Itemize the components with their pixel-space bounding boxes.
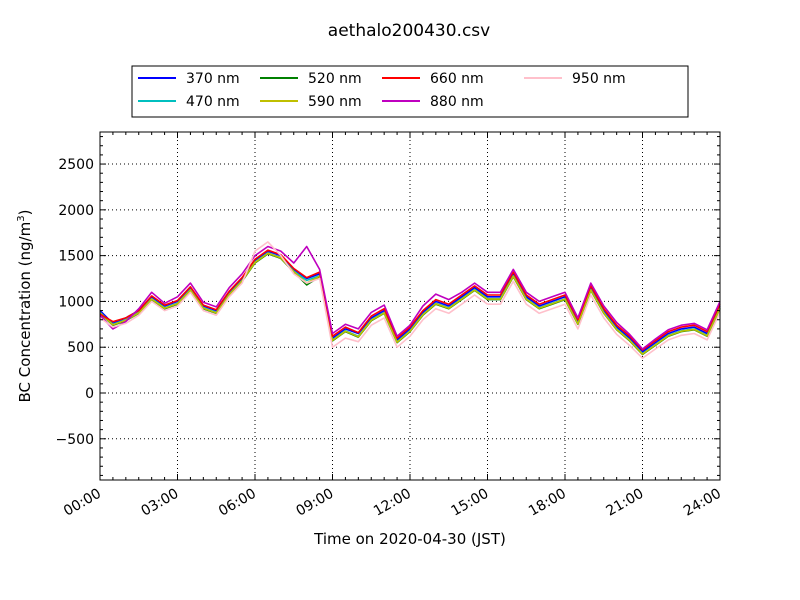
- x-tick-label: 24:00: [681, 486, 724, 520]
- y-axis-label: BC Concentration (ng/m3): [16, 210, 34, 403]
- y-axis-label-superscript: 3: [16, 215, 27, 221]
- x-tick-label: 21:00: [604, 486, 647, 520]
- y-tick-label: 2500: [58, 157, 94, 173]
- x-tick-label: 03:00: [139, 486, 182, 520]
- legend-label: 370 nm: [186, 71, 240, 87]
- grid-lines: [100, 132, 720, 480]
- x-tick-label: 09:00: [294, 486, 337, 520]
- y-tick-label: −500: [56, 432, 94, 448]
- y-tick-label: 2000: [58, 203, 94, 219]
- series-line-660-nm: [99, 249, 721, 351]
- series-layer: [99, 241, 721, 360]
- x-tick-label: 06:00: [216, 486, 259, 520]
- legend-label: 520 nm: [308, 71, 362, 87]
- x-tick-label: 00:00: [61, 486, 104, 520]
- y-tick-label: 1500: [58, 249, 94, 265]
- series-line-950-nm: [99, 241, 721, 360]
- x-tick-label: 18:00: [526, 486, 569, 520]
- y-axis-label-main: BC Concentration (ng/m: [16, 222, 34, 403]
- x-tick-label: 15:00: [449, 486, 492, 520]
- series-line-590-nm: [99, 252, 721, 355]
- series-line-370-nm: [99, 250, 721, 353]
- legend-box: [131, 65, 689, 118]
- x-tick-labels: 00:00 03:00 06:00 09:00 12:00 15:00 18:00 21:00…: [61, 486, 724, 520]
- y-tick-label: 500: [67, 340, 94, 356]
- x-axis-label: Time on 2020-04-30 (JST): [313, 530, 506, 548]
- y-tick-label: 1000: [58, 294, 94, 310]
- legend-label: 950 nm: [572, 71, 626, 87]
- series-line-880-nm: [99, 245, 721, 350]
- y-tick-label: 0: [85, 386, 94, 402]
- chart-legend: 370 nm 470 nm 520 nm 590 nm 660 nm 880 nm 950 …: [131, 65, 689, 118]
- y-tick-labels: −500 0 500 1000 1500 2000 2500: [56, 157, 94, 448]
- chart-title: aethalo200430.csv: [328, 21, 490, 41]
- legend-label: 880 nm: [430, 94, 484, 110]
- legend-label: 590 nm: [308, 94, 362, 110]
- legend-label: 660 nm: [430, 71, 484, 87]
- legend-label: 470 nm: [186, 94, 240, 110]
- y-axis-label-tail: ): [16, 210, 34, 216]
- x-tick-label: 12:00: [371, 486, 414, 520]
- axis-ticks: [99, 132, 721, 480]
